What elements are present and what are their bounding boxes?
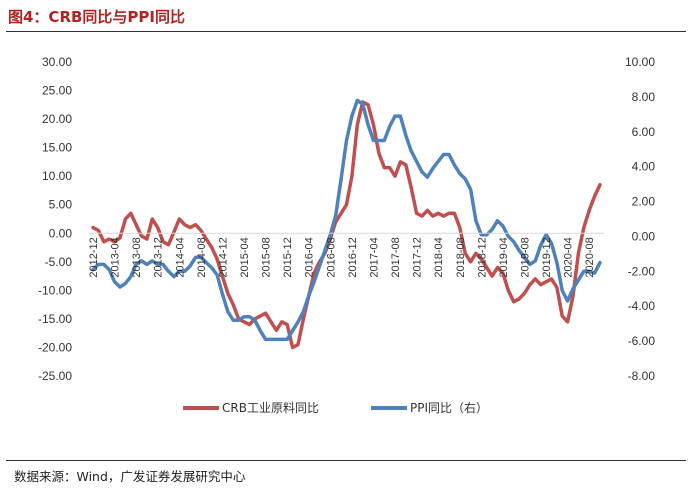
x-tick-label: 2013-08 xyxy=(131,237,143,277)
x-tick-label: 2017-08 xyxy=(390,237,402,277)
x-tick-label: 2013-12 xyxy=(153,237,165,277)
x-tick-label: 2016-08 xyxy=(325,237,337,277)
left-tick-label: -10.00 xyxy=(38,283,72,297)
x-tick-label: 2017-04 xyxy=(368,237,380,277)
x-tick-label: 2018-12 xyxy=(476,237,488,277)
left-tick-label: -15.00 xyxy=(38,312,72,326)
legend: CRB工业原料同比 PPI同比（右） xyxy=(183,400,488,415)
left-tick-label: -5.00 xyxy=(45,255,73,269)
x-tick-label: 2014-04 xyxy=(174,237,186,277)
left-tick-label: 10.00 xyxy=(42,169,72,183)
x-tick-label: 2015-12 xyxy=(282,237,294,277)
chart-title: 图4：CRB同比与PPI同比 xyxy=(8,8,185,26)
ppi-series-line xyxy=(91,98,602,342)
x-tick-label: 2012-12 xyxy=(88,237,100,277)
plot-area xyxy=(91,98,602,350)
footer-divider xyxy=(6,460,686,461)
crb-series-line xyxy=(91,100,602,350)
x-tick-label: 2017-12 xyxy=(412,237,424,277)
left-axis: 30.00 25.00 20.00 15.00 10.00 5.00 0.00 -5.00 -1… xyxy=(38,55,72,383)
x-tick-label: 2016-12 xyxy=(347,237,359,277)
left-tick-label: 15.00 xyxy=(42,141,72,155)
title-divider xyxy=(6,31,686,32)
x-tick-label: 2015-08 xyxy=(261,237,273,277)
x-tick-label: 2018-04 xyxy=(433,237,445,277)
x-tick-label: 2014-08 xyxy=(196,237,208,277)
x-tick-label: 2020-04 xyxy=(563,237,575,277)
source-note: 数据来源：Wind，广发证券发展研究中心 xyxy=(14,469,246,484)
right-tick-label: 4.00 xyxy=(632,160,656,174)
x-tick-label: 2019-12 xyxy=(541,237,553,277)
x-tick-label: 2019-08 xyxy=(519,237,531,277)
x-tick-label: 2015-04 xyxy=(239,237,251,277)
right-tick-label: 8.00 xyxy=(632,90,656,104)
right-tick-label: -6.00 xyxy=(628,334,656,348)
x-tick-label: 2014-12 xyxy=(217,237,229,277)
legend-ppi-label: PPI同比（右） xyxy=(410,400,488,415)
left-tick-label: 25.00 xyxy=(42,84,72,98)
x-axis: 2012-12 2013-04 2013-08 2013-12 2014-04 2014-… xyxy=(88,237,596,277)
left-tick-label: 20.00 xyxy=(42,112,72,126)
x-tick-label: 2019-04 xyxy=(498,237,510,277)
right-tick-label: -2.00 xyxy=(628,264,656,278)
right-tick-label: -8.00 xyxy=(628,369,656,383)
left-tick-label: 0.00 xyxy=(49,226,73,240)
left-tick-label: 30.00 xyxy=(42,55,72,69)
x-tick-label: 2020-08 xyxy=(584,237,596,277)
right-tick-label: 10.00 xyxy=(625,55,655,69)
left-tick-label: -25.00 xyxy=(38,369,72,383)
chart-svg: 30.00 25.00 20.00 15.00 10.00 5.00 0.00 -5.00 -1… xyxy=(38,55,655,415)
left-tick-label: -20.00 xyxy=(38,340,72,354)
x-tick-label: 2016-04 xyxy=(304,237,316,277)
right-axis: 10.00 8.00 6.00 4.00 2.00 0.00 -2.00 -4.00 -6.00… xyxy=(625,55,655,383)
left-tick-label: 5.00 xyxy=(49,198,73,212)
x-tick-label: 2018-08 xyxy=(455,237,467,277)
x-tick-label: 2013-04 xyxy=(110,237,122,277)
right-tick-label: 2.00 xyxy=(632,195,656,209)
right-tick-label: 6.00 xyxy=(632,125,656,139)
right-tick-label: 0.00 xyxy=(632,229,656,243)
right-tick-label: -4.00 xyxy=(628,299,656,313)
legend-crb-label: CRB工业原料同比 xyxy=(222,401,319,415)
